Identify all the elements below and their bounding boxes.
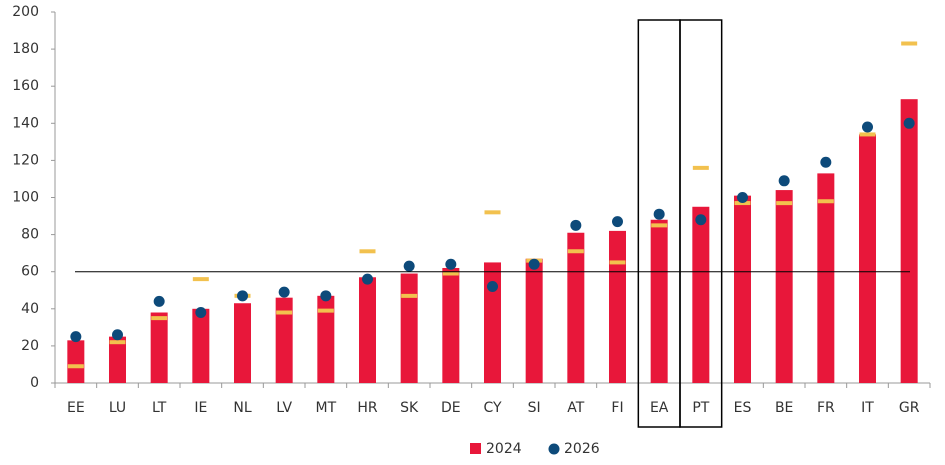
y-tick-label: 120 [12,152,39,168]
highlight-box [679,19,723,428]
bar [234,303,251,383]
bar [817,173,835,383]
bar [359,277,376,383]
dot-marker [487,281,498,293]
y-tick-label: 100 [12,190,39,206]
bar [650,219,668,383]
bar [150,312,168,383]
y-tick-label: 60 [21,264,39,280]
x-tick-label: ES [734,400,752,416]
dot-marker [195,307,207,319]
x-tick-label: EE [67,400,85,416]
x-tick-label: FI [611,400,623,416]
x-tick-label: GR [899,400,920,416]
bar [567,232,585,383]
legend-marker [548,443,560,455]
x-tick-label: NL [233,400,251,416]
dot-marker [903,117,915,129]
dot-marker [320,290,332,302]
bar [692,206,710,383]
x-tick-label: HR [357,400,378,416]
dot-marker [820,156,832,168]
dot-marker [737,192,748,203]
bar [775,190,793,383]
bar [900,99,918,383]
x-tick-label: IE [194,400,207,416]
bar [525,258,543,383]
x-tick-label: LU [109,400,126,416]
bar [317,295,335,383]
y-tick-label: 20 [21,338,39,354]
x-tick-label: DE [441,400,461,416]
x-tick-label: FR [817,400,835,416]
bar [442,267,460,383]
y-tick-label: 160 [12,78,39,94]
y-tick-label: 140 [12,115,39,131]
dot-marker [362,273,373,285]
bar [109,336,126,383]
x-tick-label: LV [276,400,292,416]
dot-marker [695,214,707,226]
y-tick-label: 200 [12,4,39,20]
legend-label: 2026 [564,441,600,457]
dot-marker [570,219,582,231]
bar [275,297,293,383]
x-tick-label: AT [567,400,584,416]
x-tick-label: MT [316,400,337,416]
legend-marker [470,443,481,454]
bar [67,340,85,383]
x-tick-label: EA [650,400,669,416]
x-tick-label: CY [483,400,502,416]
dot-marker [153,295,165,307]
dot-marker [612,216,623,228]
bar [859,134,876,383]
dot-marker [445,258,457,270]
y-tick-label: 80 [21,227,39,243]
x-tick-label: PT [692,400,709,416]
y-tick-label: 40 [21,301,39,317]
bar [484,262,501,383]
dot-marker [653,208,665,220]
x-tick-label: SK [400,400,419,416]
dot-marker [778,175,790,187]
dot-marker [278,286,290,298]
bar [609,230,626,383]
x-tick-label: BE [775,400,793,416]
dot-marker [70,331,82,343]
x-tick-label: SI [528,400,541,416]
dot-marker [862,121,873,133]
y-tick-label: 180 [12,41,39,57]
dot-marker [237,290,248,302]
x-tick-label: IT [861,400,874,416]
dot-marker [112,329,123,341]
bar [400,273,418,383]
y-tick-label: 0 [30,375,39,391]
dot-marker [403,260,415,272]
x-tick-label: LT [152,400,167,416]
bar [734,195,751,383]
bar [192,308,210,383]
legend-label: 2024 [486,441,522,457]
dot-marker [528,258,540,270]
